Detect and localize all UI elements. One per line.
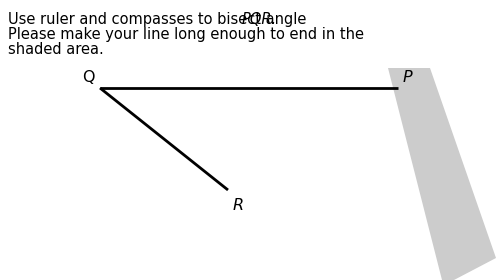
Text: R: R (233, 198, 244, 213)
Polygon shape (388, 68, 496, 280)
Text: shaded area.: shaded area. (8, 42, 104, 57)
Text: Use ruler and compasses to bisect angle: Use ruler and compasses to bisect angle (8, 12, 311, 27)
Text: Q: Q (82, 70, 95, 85)
Text: Please make your line long enough to end in the: Please make your line long enough to end… (8, 27, 364, 42)
Text: P: P (403, 70, 413, 85)
Text: PQR.: PQR. (242, 12, 277, 27)
